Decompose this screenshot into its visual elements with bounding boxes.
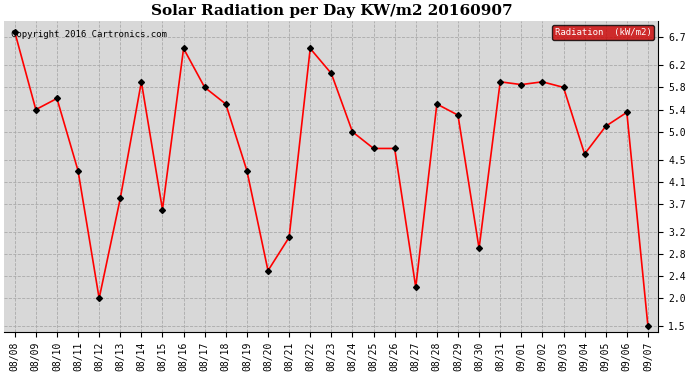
Title: Solar Radiation per Day KW/m2 20160907: Solar Radiation per Day KW/m2 20160907: [150, 4, 512, 18]
Legend: Radiation  (kW/m2): Radiation (kW/m2): [552, 25, 654, 40]
Text: Copyright 2016 Cartronics.com: Copyright 2016 Cartronics.com: [11, 30, 166, 39]
